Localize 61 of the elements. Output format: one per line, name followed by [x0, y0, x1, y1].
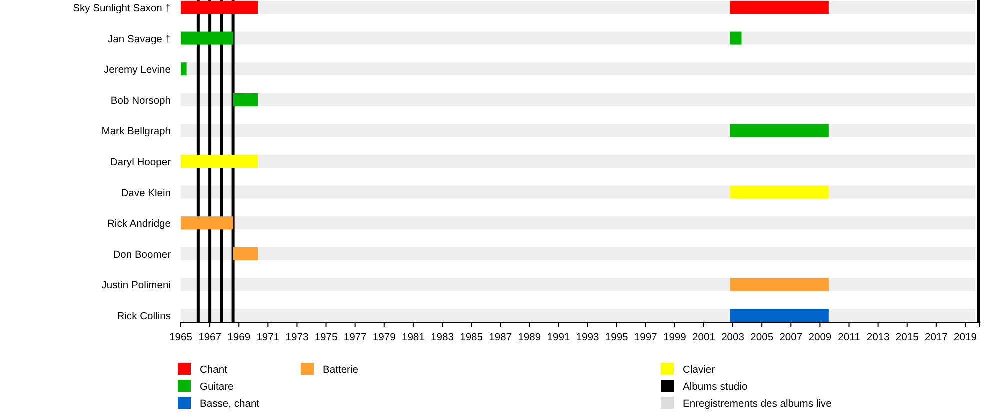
x-tick-label: 1977: [344, 332, 368, 344]
x-tick-label: 1983: [431, 332, 454, 344]
bar: [181, 62, 187, 76]
x-tick-label: 1991: [547, 332, 570, 344]
legend-label: Guitare: [200, 382, 234, 393]
x-tick-label: 1995: [605, 332, 629, 344]
y-tick-label: Rick Andridge: [107, 219, 172, 230]
x-tick-label: 1967: [198, 332, 222, 344]
y-tick-label: Daryl Hooper: [110, 158, 172, 168]
bar: [181, 216, 234, 230]
bar: [730, 1, 829, 14]
x-tick-label: 2005: [750, 332, 774, 344]
x-tick-label: 1973: [286, 332, 309, 344]
x-tick-label: 2001: [692, 332, 716, 344]
bar: [730, 309, 829, 322]
x-tick-label: 1975: [314, 332, 338, 344]
legend-label: Batterie: [323, 365, 359, 376]
y-tick-label: Bob Norsoph: [110, 96, 172, 107]
x-tick-label: 1997: [634, 332, 658, 344]
x-tick-label: 1965: [170, 332, 193, 344]
y-tick-label: Dave Klein: [121, 188, 172, 200]
x-tick-label: 2003: [722, 332, 745, 344]
bar: [730, 186, 829, 199]
x-tick-label: 1987: [489, 332, 512, 344]
x-tick-label: 2019: [954, 332, 978, 344]
y-tick-label: Justin Polimeni: [102, 280, 171, 292]
bar: [181, 93, 976, 106]
x-tick-label: 1969: [228, 332, 251, 344]
y-tick-label: Don Boomer: [113, 250, 172, 261]
x-tick-label: 2011: [838, 332, 861, 344]
x-tick-label: 2015: [896, 332, 920, 344]
y-tick-label: Jeremy Levine: [104, 65, 172, 76]
legend-label: Albums studio: [683, 382, 748, 393]
x-tick-label: 2009: [808, 332, 832, 344]
legend-label: Clavier: [683, 365, 716, 376]
bar: [730, 32, 742, 45]
y-tick-label: Rick Collins: [117, 312, 171, 322]
bar: [181, 247, 976, 260]
bar: [233, 247, 258, 260]
x-tick-label: 2013: [866, 332, 890, 344]
x-tick-label: 1979: [372, 332, 396, 344]
bar: [730, 278, 829, 292]
x-tick-label: 2017: [924, 332, 948, 344]
bar: [181, 1, 258, 14]
x-tick-label: 1981: [402, 332, 426, 344]
bar: [233, 93, 258, 106]
legend-label: Chant: [200, 365, 228, 376]
bar: [181, 32, 234, 45]
y-tick-label: Mark Bellgraph: [102, 126, 172, 138]
y-tick-label: Jan Savage †: [108, 34, 172, 46]
x-tick-label: 2007: [780, 332, 803, 344]
y-tick-label: Sky Sunlight Saxon †: [73, 4, 172, 14]
x-tick-label: 1985: [460, 332, 484, 344]
x-tick-label: 1989: [518, 332, 542, 344]
x-tick-label: 1999: [663, 332, 687, 344]
bar: [181, 155, 258, 168]
x-tick-label: 1993: [576, 332, 600, 344]
legend-label: Enregistrements des albums live: [683, 399, 832, 410]
x-tick-label: 1971: [256, 332, 280, 344]
bar: [730, 124, 829, 138]
legend-label: Basse, chant: [200, 399, 260, 410]
